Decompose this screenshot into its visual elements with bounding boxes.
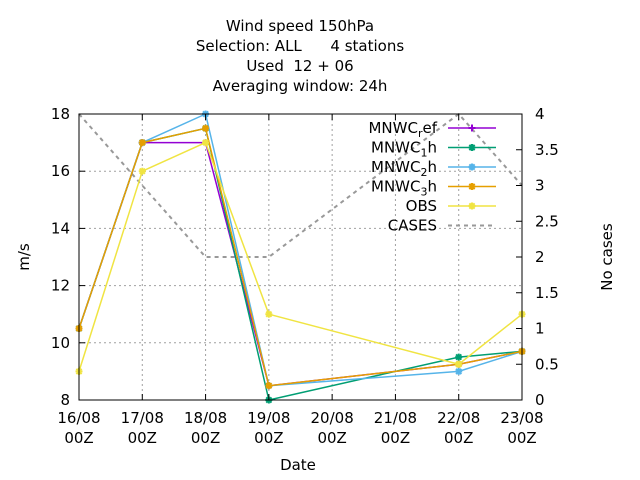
x-axis-label: Date: [280, 456, 316, 474]
data-point-obs: [138, 167, 146, 175]
data-point-mnwc3h-dot: [140, 140, 145, 145]
y2-tick-label: 1.5: [535, 284, 559, 302]
data-point-obs: [265, 310, 273, 318]
data-point-mnwc2h-dot: [456, 369, 461, 374]
chart-subtitle-window: Averaging window: 24h: [212, 77, 388, 95]
data-point-mnwc3h: [265, 382, 273, 390]
grid: [79, 114, 522, 400]
x-tick-label-date: 23/08: [500, 409, 543, 427]
series-line-mnwc3h: [78, 127, 523, 387]
x-tick-label-date: 22/08: [437, 409, 480, 427]
axes: 16/08 00Z 17/08 00Z 18/08 00Z 19/08 00Z 20/08 00Z…: [51, 105, 559, 447]
series-line-mnwc2h: [78, 113, 523, 387]
legend-marker-mnwcref: [468, 124, 476, 132]
x-tick-label-time: 00Z: [507, 429, 536, 447]
legend-marker-mnwc3h-dot: [470, 184, 474, 189]
legend-marker-mnwc2h: [468, 163, 476, 171]
data-point-obs: [455, 360, 463, 368]
x-tick-label-time: 00Z: [317, 429, 346, 447]
data-point-mnwc3h-dot: [203, 126, 208, 131]
y-tick-label: 16: [51, 162, 70, 180]
legend-label-mnwc3h: MNWC3h: [371, 178, 437, 199]
series-line-mnwcref: [78, 141, 523, 387]
y-tick-label: 12: [51, 277, 70, 295]
y2-tick-label: 3.5: [535, 141, 559, 159]
x-tick-label-date: 16/08: [57, 409, 100, 427]
data-point-mnwc1h-dot: [456, 355, 461, 360]
y-tick-label: 10: [51, 334, 70, 352]
legend-marker-mnwc2h-dot: [470, 165, 474, 169]
legend-marker-obs: [468, 202, 476, 210]
data-point-obs-dot: [203, 140, 208, 145]
data-point-obs-dot: [266, 312, 271, 317]
legend-marker-obs-dot: [470, 204, 474, 208]
x-tick-label-date: 21/08: [374, 409, 417, 427]
data-point-mnwc2h: [455, 367, 463, 375]
y2-tick-label: 0: [535, 391, 545, 409]
legend-label-mnwcref: MNWCref: [368, 119, 437, 140]
x-tick-label-date: 18/08: [184, 409, 227, 427]
y-axis-label: m/s: [15, 243, 33, 271]
x-tick-label-time: 00Z: [381, 429, 410, 447]
y2-tick-label: 2.5: [535, 212, 559, 230]
x-tick-label-time: 00Z: [191, 429, 220, 447]
data-point-obs-dot: [140, 169, 145, 174]
x-tick-label-time: 00Z: [444, 429, 473, 447]
y2-tick-label: 0.5: [535, 355, 559, 373]
x-tick-label-time: 00Z: [254, 429, 283, 447]
chart-subtitle-used: Used 12 + 06: [246, 57, 354, 75]
legend-marker-mnwc1h-dot: [470, 145, 474, 150]
chart-title: Wind speed 150hPa: [225, 17, 375, 35]
data-point-mnwc3h: [202, 124, 210, 132]
legend-label-mnwc2h: MNWC2h: [371, 158, 437, 179]
data-point-mnwc3h-dot: [266, 383, 271, 388]
series-lines: [75, 110, 526, 404]
y2-tick-label: 4: [535, 105, 545, 123]
x-tick-label-date: 17/08: [121, 409, 164, 427]
legend-label-mnwc1h: MNWC1h: [371, 139, 437, 160]
legend-label-cases: CASES: [388, 217, 437, 235]
series-line-obs: [78, 141, 523, 372]
x-tick-label-time: 00Z: [128, 429, 157, 447]
legend-label-obs: OBS: [406, 197, 437, 215]
legend-marker-mnwc1h: [468, 144, 476, 151]
series-line-cases: [78, 113, 523, 258]
y-tick-label: 18: [51, 105, 70, 123]
y-tick-label: 8: [60, 391, 70, 409]
data-point-obs-dot: [456, 362, 461, 367]
legend-marker-mnwc3h: [468, 183, 476, 190]
data-point-mnwc1h: [455, 353, 463, 361]
x-tick-label-time: 00Z: [64, 429, 93, 447]
x-tick-label-date: 19/08: [247, 409, 290, 427]
data-point-obs: [202, 139, 210, 147]
y-tick-label: 14: [51, 219, 70, 237]
y2-axis-label: No cases: [598, 223, 616, 291]
data-point-mnwc3h: [138, 139, 146, 147]
y2-tick-label: 3: [535, 177, 545, 195]
y2-tick-label: 1: [535, 320, 545, 338]
chart-subtitle-selection: Selection: ALL 4 stations: [195, 37, 405, 55]
x-tick-label-date: 20/08: [311, 409, 354, 427]
y2-tick-label: 2: [535, 248, 545, 266]
